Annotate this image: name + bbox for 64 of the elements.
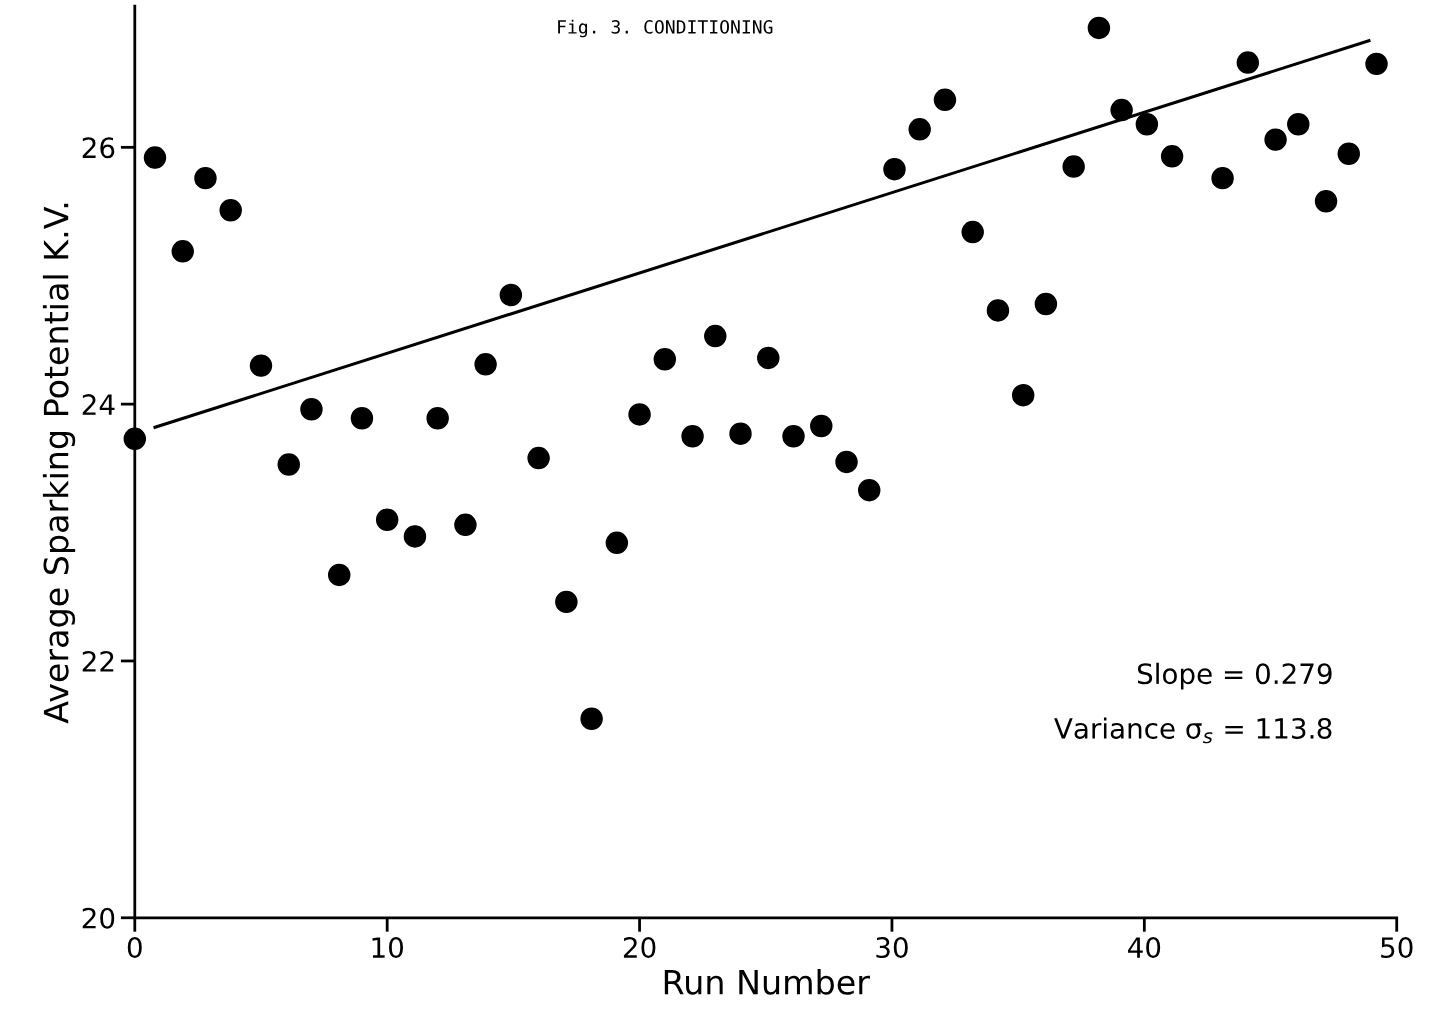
- point: [908, 118, 931, 141]
- point: [1011, 383, 1035, 407]
- text: Fig. 3. CONDITIONING: [558, 19, 773, 38]
- point: [499, 283, 523, 307]
- point: [1365, 52, 1388, 76]
- point: [681, 425, 704, 448]
- annotation: Slope = 0.279: [1137, 662, 1332, 690]
- point: [1087, 16, 1111, 40]
- y-tick-label: 26: [82, 137, 115, 159]
- point: [1314, 190, 1338, 213]
- point: [454, 513, 477, 537]
- point: [1337, 142, 1360, 165]
- point: [123, 427, 147, 451]
- point: [628, 403, 651, 426]
- x-axis-title: Run Number: [664, 968, 870, 995]
- point: [1236, 51, 1260, 74]
- x-tick-label: 0: [127, 937, 142, 959]
- point: [1287, 112, 1310, 136]
- point: [194, 166, 217, 190]
- x-tick-label: 20: [623, 937, 656, 959]
- x-tick-label: 10: [372, 937, 404, 959]
- y-axis-title: Average Sparking Potential K.V.: [42, 203, 76, 724]
- point: [219, 199, 242, 222]
- y-tick-label: 22: [82, 650, 114, 672]
- y-tick-label: 20: [82, 907, 115, 929]
- x-tick-label: 30: [876, 937, 908, 959]
- point: [961, 220, 984, 244]
- point: [277, 453, 300, 476]
- point: [1034, 292, 1058, 316]
- point: [933, 88, 957, 112]
- point: [375, 508, 399, 531]
- point: [605, 531, 629, 555]
- point: [1135, 112, 1159, 136]
- point: [986, 299, 1010, 322]
- point: [580, 707, 603, 730]
- point: [1264, 128, 1287, 151]
- point: [782, 425, 805, 448]
- point: [835, 450, 858, 474]
- point: [426, 407, 449, 430]
- point: [474, 353, 497, 376]
- x-tick-label: 40: [1128, 937, 1161, 959]
- point: [249, 354, 273, 377]
- point: [858, 478, 881, 502]
- point: [883, 157, 906, 181]
- point: [143, 146, 167, 169]
- point: [653, 347, 677, 371]
- point: [729, 422, 752, 445]
- annotation: Variance σ$_{s}$ = 113.8: [1054, 717, 1332, 744]
- point: [1110, 98, 1133, 122]
- x-tick-label: 50: [1381, 937, 1413, 959]
- point: [1211, 166, 1234, 190]
- point: [300, 398, 323, 421]
- y-tick-label: 24: [82, 394, 115, 415]
- point: [810, 414, 833, 438]
- point: [757, 346, 780, 370]
- point: [704, 324, 727, 348]
- point: [555, 590, 578, 614]
- point: [327, 563, 351, 587]
- point: [171, 240, 194, 263]
- point: [1160, 145, 1184, 168]
- point: [1062, 155, 1085, 178]
- point: [350, 407, 374, 430]
- point: [527, 446, 550, 470]
- point: [403, 525, 427, 548]
